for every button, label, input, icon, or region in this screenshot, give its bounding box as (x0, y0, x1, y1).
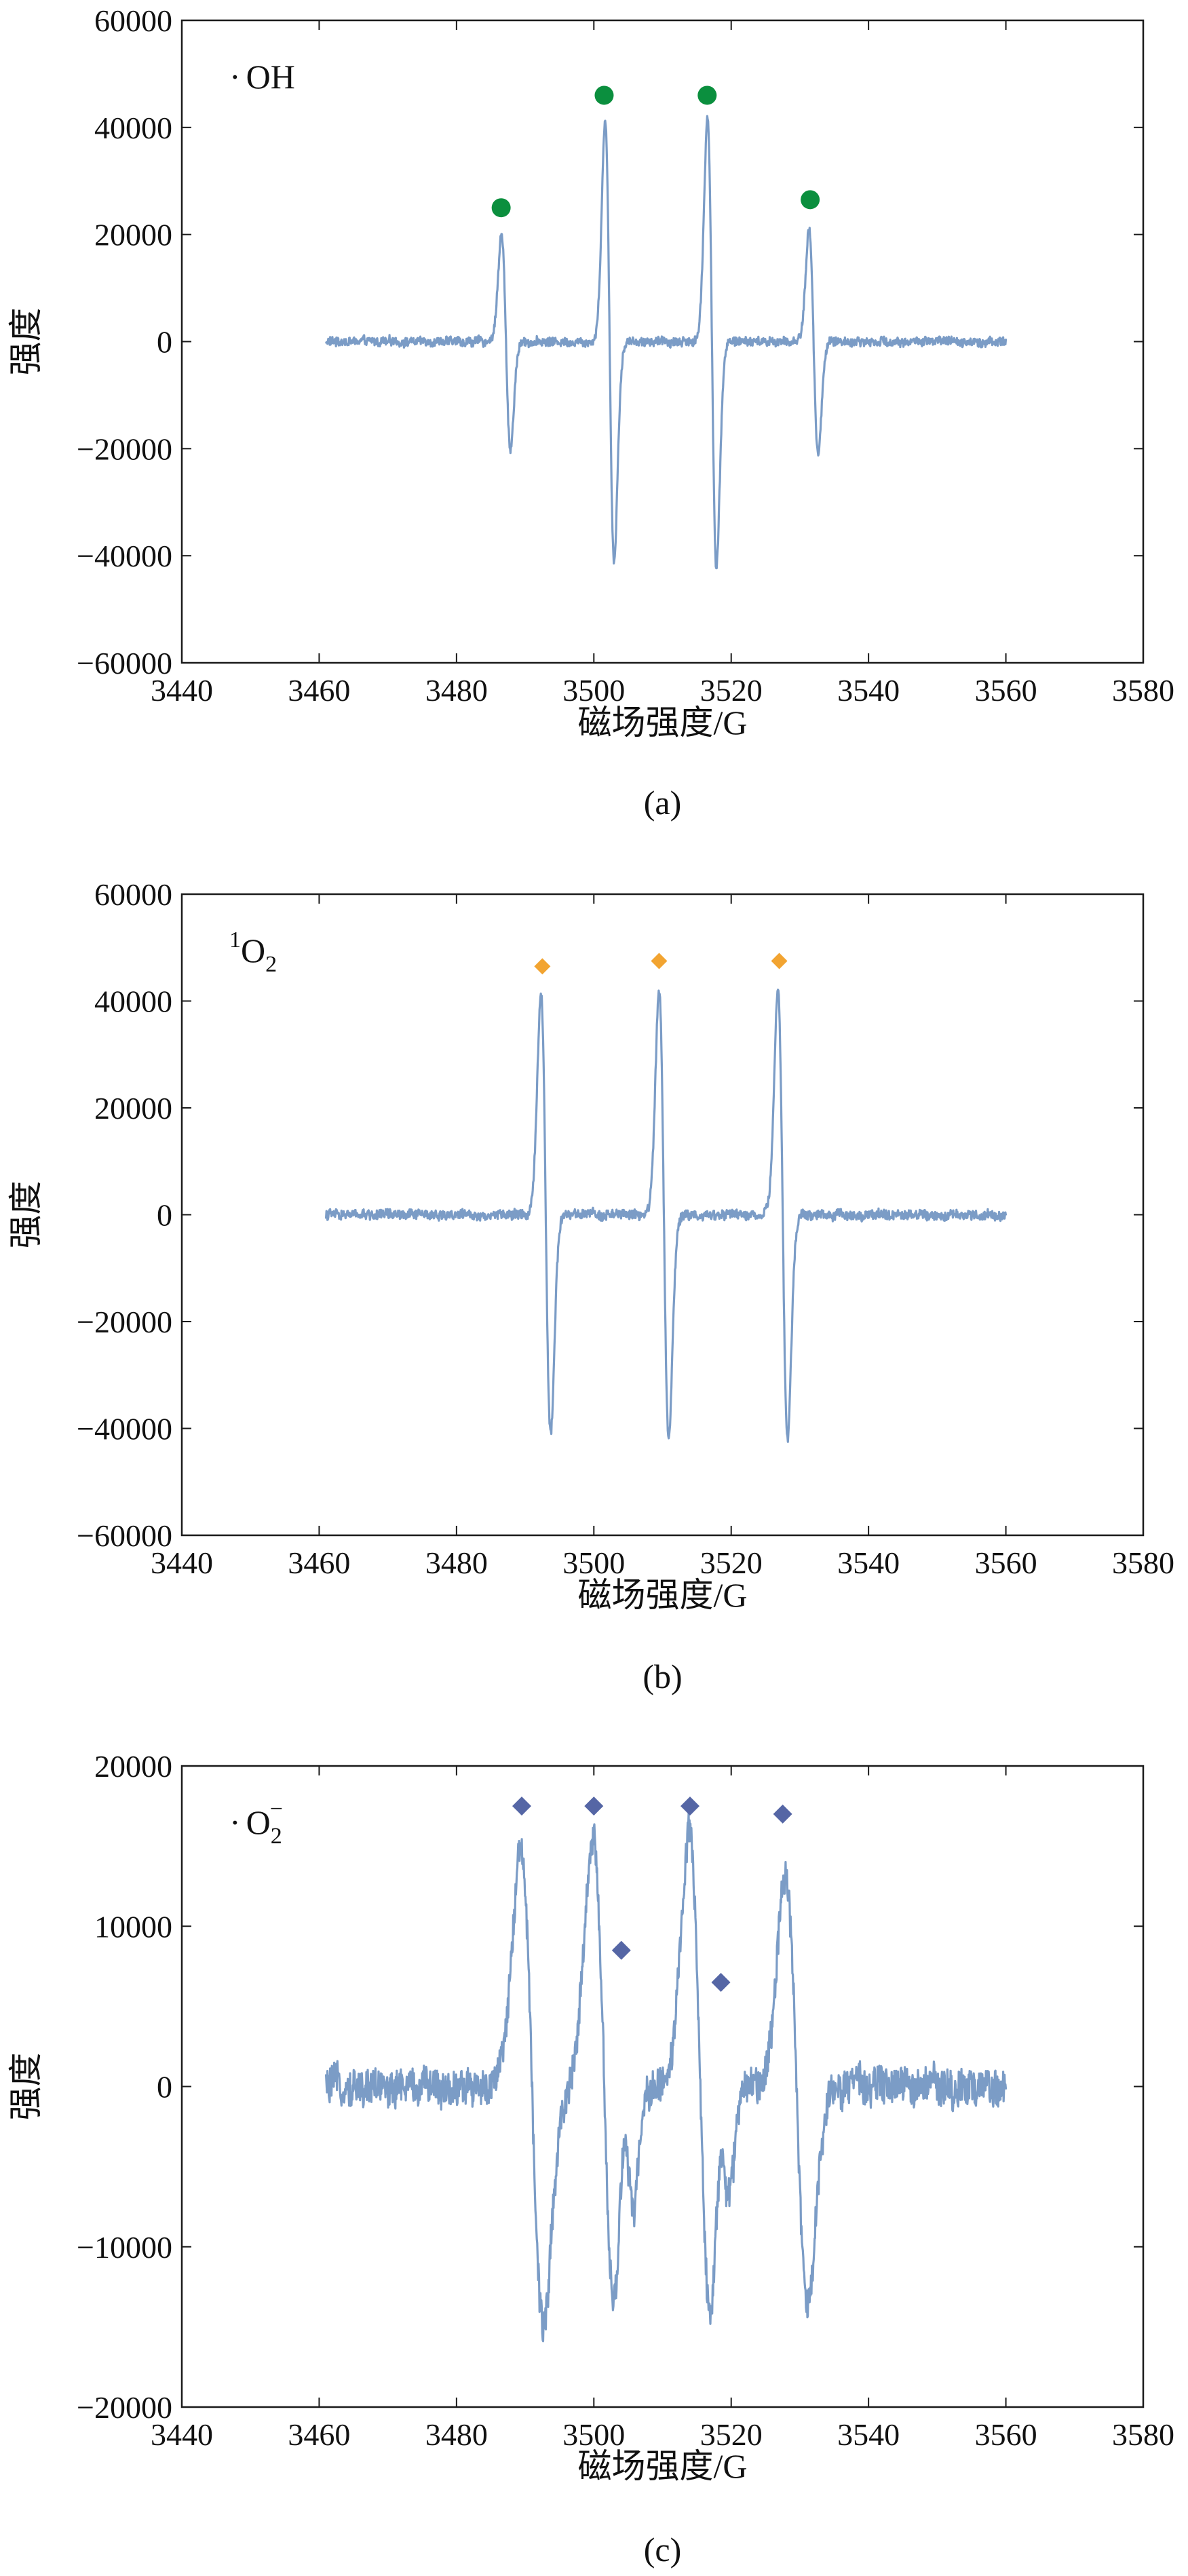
spectrum-line (324, 988, 1008, 1443)
y-tick-label: 60000 (94, 3, 172, 38)
x-tick-label: 3480 (425, 1545, 488, 1580)
peak-marker-diamond (584, 1796, 604, 1816)
x-tick-label: 3520 (700, 673, 763, 708)
species-label: · OH (229, 58, 295, 96)
y-tick-label: 40000 (94, 984, 172, 1019)
y-tick-label: −20000 (77, 1305, 172, 1339)
panel-label: (c) (644, 2531, 682, 2569)
chart-panel-a: 3440 3460 3480 3500 3520 3540 3560 3580 −60000 −4… (7, 3, 1174, 822)
x-tick-label: 3580 (1112, 673, 1174, 708)
chart-panel-c: 3440 3460 3480 3500 3520 3540 3560 3580−20000−1… (7, 1749, 1174, 2569)
x-axis-title: 磁场强度/G (578, 704, 748, 742)
x-tick-label: 3500 (562, 1545, 625, 1580)
y-tick-label: −60000 (77, 1518, 172, 1553)
y-tick-label: −60000 (77, 646, 172, 680)
x-tick-label: 3500 (562, 2417, 625, 2452)
peak-marker-diamond (611, 1940, 631, 1960)
x-tick-label: 3480 (425, 673, 488, 708)
x-tick-label: 3460 (288, 1545, 350, 1580)
species-subscript: 2 (271, 1824, 282, 1849)
species-label: 1O2 (229, 927, 277, 977)
peak-marker-circle (594, 85, 614, 105)
y-tick-label: 20000 (94, 1749, 172, 1784)
x-tick-label: 3540 (837, 1545, 900, 1580)
x-tick-label: 3580 (1112, 1545, 1174, 1580)
panel-label: (a) (644, 784, 682, 822)
y-tick-label: −10000 (77, 2230, 172, 2265)
x-tick-label: 3520 (700, 1545, 763, 1580)
radical-dot: · (229, 1803, 241, 1841)
y-tick-label: 0 (157, 1198, 172, 1233)
peak-marker-diamond (771, 953, 788, 969)
peak-marker-circle (697, 85, 717, 105)
peak-marker-diamond (512, 1796, 532, 1816)
y-tick-label: 20000 (94, 218, 172, 252)
x-tick-label: 3440 (151, 1545, 213, 1580)
peak-marker-diamond (680, 1796, 700, 1816)
species-main: O (246, 1803, 271, 1841)
species-superscript: − (270, 1796, 283, 1822)
species-label: · O2− (229, 1796, 283, 1849)
species-subscript: 2 (265, 952, 277, 977)
peak-marker-circle (801, 190, 820, 210)
y-tick-label: −40000 (77, 539, 172, 573)
y-tick-label: 40000 (94, 111, 172, 145)
spectrum-line (324, 115, 1008, 570)
radical-dot: · (229, 58, 241, 96)
chart-panel-b: 3440 3460 3480 3500 3520 3540 3560 3580 −60000 −4… (7, 877, 1174, 1695)
x-tick-label: 3560 (975, 673, 1037, 708)
y-tick-label: −20000 (77, 431, 172, 466)
x-axis-title: 磁场强度/G (578, 1576, 748, 1614)
x-tick-label: 3540 (837, 2417, 900, 2452)
y-tick-label: 0 (157, 2070, 172, 2104)
y-tick-label: −40000 (77, 1412, 172, 1446)
x-tick-label: 3460 (288, 2417, 350, 2452)
y-tick-label: 0 (157, 325, 172, 360)
peak-marker-diamond (711, 1972, 731, 1992)
x-tick-label: 3520 (700, 2417, 763, 2452)
y-tick-label: 20000 (94, 1091, 172, 1126)
peak-marker-circle (491, 198, 511, 218)
peak-marker-diamond (651, 953, 668, 969)
y-tick-label: 10000 (94, 1909, 172, 1944)
x-tick-label: 3500 (562, 673, 625, 708)
x-tick-label: 3580 (1112, 2417, 1174, 2452)
x-tick-label: 3440 (151, 2417, 213, 2452)
x-axis-title: 磁场强度/G (578, 2447, 748, 2485)
spectrum-line (324, 1812, 1008, 2343)
y-axis-title: 强度 (7, 308, 45, 376)
species-superscript: 1 (229, 927, 241, 953)
x-tick-label: 3540 (837, 673, 900, 708)
y-tick-label: 60000 (94, 877, 172, 912)
x-tick-label: 3560 (975, 2417, 1037, 2452)
y-axis-title: 强度 (7, 2053, 45, 2121)
peak-marker-diamond (773, 1804, 792, 1824)
peak-marker-diamond (534, 958, 551, 975)
y-tick-label: −20000 (77, 2390, 172, 2425)
panel-label: (b) (643, 1657, 682, 1695)
y-axis-title: 强度 (7, 1181, 45, 1249)
species-main: O (241, 931, 265, 969)
x-tick-label: 3440 (151, 673, 213, 708)
x-tick-label: 3460 (288, 673, 350, 708)
x-tick-label: 3560 (975, 1545, 1037, 1580)
x-tick-label: 3480 (425, 2417, 488, 2452)
species-main: OH (246, 58, 295, 96)
